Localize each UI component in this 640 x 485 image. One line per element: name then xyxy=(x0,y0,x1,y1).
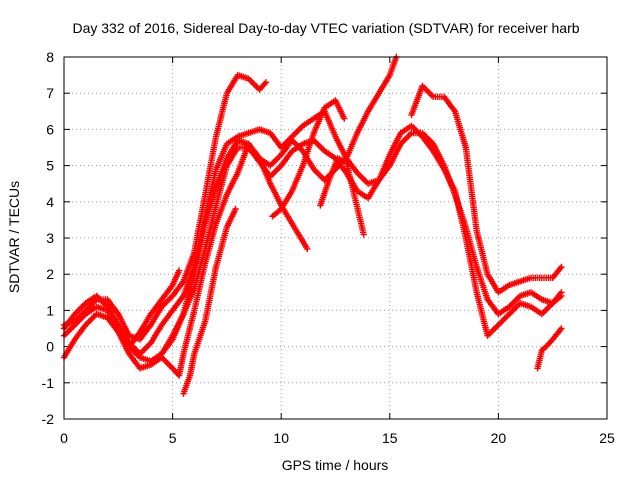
y-axis-label: SDTVAR / TECUs xyxy=(6,181,22,293)
data-point-marker xyxy=(558,263,565,271)
y-tick-label: 8 xyxy=(46,49,54,65)
y-tick-label: 7 xyxy=(46,85,54,101)
data-layer xyxy=(60,53,565,397)
x-tick-label: 25 xyxy=(599,430,615,446)
data-point-marker xyxy=(262,79,270,86)
y-tick-label: 0 xyxy=(46,339,54,355)
data-point-marker xyxy=(304,245,311,253)
x-tick-label: 10 xyxy=(273,430,289,446)
data-point-marker xyxy=(558,289,565,296)
y-tick-label: -2 xyxy=(42,411,55,427)
x-tick-label: 5 xyxy=(169,430,177,446)
series-track-j xyxy=(408,82,565,296)
data-point-marker xyxy=(360,231,367,238)
x-tick-label: 20 xyxy=(491,430,507,446)
x-axis-label: GPS time / hours xyxy=(282,457,389,473)
y-tick-label: 2 xyxy=(46,266,54,282)
chart-title: Day 332 of 2016, Sidereal Day-to-day VTE… xyxy=(72,20,579,36)
x-tick-label: 15 xyxy=(382,430,398,446)
tick-label-layer: 0 5 10 15 20 25 -2 -1 0 1 2 3 4 5 6 7 8 xyxy=(42,49,615,446)
y-tick-label: 5 xyxy=(46,158,54,174)
series-track-i xyxy=(317,155,367,238)
data-point-marker xyxy=(175,267,183,274)
series-track-e xyxy=(126,267,183,350)
y-tick-label: 3 xyxy=(46,230,54,246)
data-point-marker xyxy=(232,205,239,213)
y-tick-label: 1 xyxy=(46,302,54,318)
plot-frame xyxy=(63,56,608,420)
grid-layer xyxy=(64,57,607,419)
data-point-marker xyxy=(558,325,565,332)
series-track-h xyxy=(269,97,348,220)
y-tick-label: -1 xyxy=(42,375,55,391)
series-track-a xyxy=(60,71,270,343)
data-point-marker xyxy=(341,115,348,122)
y-tick-label: 4 xyxy=(46,194,54,210)
series-track-g xyxy=(180,205,239,397)
series-track-k xyxy=(534,325,565,372)
x-tick-label: 0 xyxy=(60,430,68,446)
y-tick-label: 6 xyxy=(46,121,54,137)
